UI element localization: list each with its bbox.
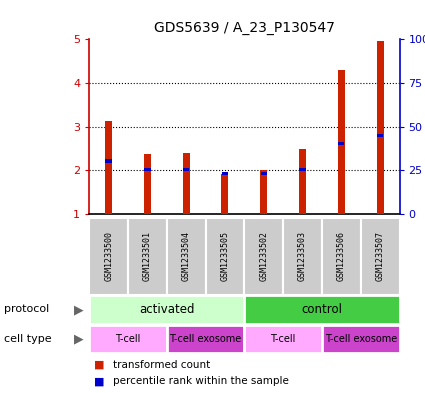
Bar [322, 218, 361, 295]
Text: GSM1233504: GSM1233504 [182, 231, 191, 281]
Bar [361, 218, 400, 295]
Bar [244, 218, 283, 295]
Bar [299, 168, 306, 171]
Text: cell type: cell type [4, 334, 52, 344]
Bar [261, 172, 267, 175]
Text: GSM1233500: GSM1233500 [104, 231, 113, 281]
Bar [338, 141, 345, 145]
Bar [89, 325, 167, 353]
Bar [322, 325, 399, 353]
Bar [260, 170, 267, 214]
Bar [206, 218, 244, 295]
Bar [144, 154, 151, 214]
Text: T-cell exosome: T-cell exosome [325, 334, 397, 344]
Text: ■: ■ [94, 360, 104, 370]
Text: ▶: ▶ [74, 332, 83, 345]
Bar [244, 325, 322, 353]
Text: activated: activated [139, 303, 195, 316]
Text: GSM1233507: GSM1233507 [376, 231, 385, 281]
Bar [221, 174, 229, 214]
Bar [377, 40, 384, 214]
Text: T-cell: T-cell [115, 334, 141, 344]
Text: GSM1233503: GSM1233503 [298, 231, 307, 281]
Text: ■: ■ [94, 376, 104, 386]
Text: ▶: ▶ [74, 303, 83, 316]
Bar [89, 296, 244, 324]
Text: control: control [301, 303, 343, 316]
Text: GSM1233502: GSM1233502 [259, 231, 268, 281]
Title: GDS5639 / A_23_P130547: GDS5639 / A_23_P130547 [154, 22, 335, 35]
Text: transformed count: transformed count [113, 360, 210, 370]
Bar [283, 218, 322, 295]
Text: percentile rank within the sample: percentile rank within the sample [113, 376, 289, 386]
Text: protocol: protocol [4, 305, 49, 314]
Bar [144, 168, 150, 171]
Text: GSM1233506: GSM1233506 [337, 231, 346, 281]
Bar [128, 218, 167, 295]
Bar [105, 121, 112, 214]
Bar [167, 218, 206, 295]
Bar [377, 134, 383, 137]
Text: GSM1233501: GSM1233501 [143, 231, 152, 281]
Bar [167, 325, 244, 353]
Text: T-cell exosome: T-cell exosome [170, 334, 242, 344]
Text: GSM1233505: GSM1233505 [221, 231, 230, 281]
Bar [105, 159, 112, 163]
Bar [89, 218, 128, 295]
Bar [222, 172, 228, 175]
Bar [183, 153, 190, 214]
Text: T-cell: T-cell [270, 334, 296, 344]
Bar [244, 296, 400, 324]
Bar [183, 168, 190, 171]
Bar [338, 70, 345, 214]
Bar [299, 149, 306, 214]
